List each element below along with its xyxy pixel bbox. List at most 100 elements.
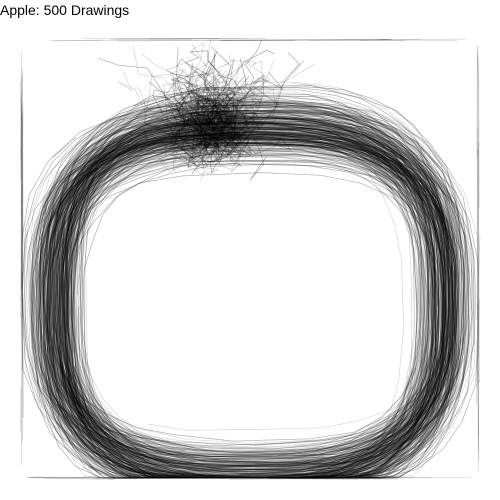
apple-sketch-edge (21, 146, 24, 318)
apple-sketch-outline (45, 123, 444, 475)
apple-sketch-outline (73, 131, 431, 464)
apple-sketch-outline (76, 116, 438, 461)
apple-sketch-stem (148, 81, 210, 147)
apple-sketch-stem (223, 124, 236, 133)
apple-sketch-stem (204, 131, 249, 145)
apple-sketch-outline (56, 139, 446, 467)
apple-sketch-stem (231, 113, 260, 136)
apple-sketch-outline (62, 141, 446, 479)
apple-sketch-outline (69, 151, 426, 479)
apple-sketch-stem (223, 119, 247, 148)
apple-sketch-outline (52, 91, 447, 465)
apple-sketch-stem (219, 85, 264, 114)
apple-sketch-stem (195, 95, 213, 132)
apple-sketch-outline (64, 117, 465, 476)
apple-sketch-outline (61, 123, 444, 479)
apple-sketch-stem (201, 72, 249, 120)
apple-sketch-stem (143, 96, 184, 127)
apple-sketch-stem (174, 79, 207, 138)
apple-sketch-outline (48, 136, 424, 479)
apple-sketch-outline (46, 167, 434, 476)
apple-sketch-outline (53, 131, 443, 456)
apple-sketch-outline (35, 140, 434, 479)
apple-sketch-stem (150, 133, 207, 166)
apple-sketch-stem (231, 72, 283, 127)
apple-sketch-stem (241, 76, 271, 118)
apple-sketch-outline (67, 117, 458, 464)
apple-sketch-stem (225, 142, 246, 165)
apple-sketch-stem (222, 99, 237, 140)
apple-sketch-outline (61, 128, 466, 467)
apple-sketch-outline (64, 159, 459, 454)
apple-sketch-stem (243, 118, 258, 155)
apple-sketch-stem (202, 123, 233, 147)
apple-sketch-stem (203, 54, 239, 151)
apple-sketch-outline (72, 147, 440, 454)
apple-sketch-stem (205, 83, 226, 134)
apple-sketch-stem (176, 46, 206, 135)
apple-sketch-stem (202, 119, 221, 144)
apple-sketch-stem (193, 73, 241, 157)
apple-sketch-stem (175, 130, 188, 167)
apple-sketch-edge (229, 478, 317, 480)
apple-sketch-stem (210, 125, 240, 142)
apple-sketch-outline (43, 133, 398, 447)
apple-sketch-outline (79, 88, 436, 479)
apple-sketch-outline (37, 114, 450, 479)
apple-sketch-stem (196, 106, 226, 140)
apple-sketch-outline (65, 110, 440, 437)
apple-sketch-outline (71, 136, 459, 479)
apple-sketch-outline (57, 130, 446, 479)
apple-sketch-stem (211, 63, 232, 136)
apple-sketch-outline (90, 135, 456, 479)
apple-sketch-stem (157, 121, 197, 127)
apple-sketch-outline (64, 121, 448, 440)
apple-sketch-outline (38, 136, 431, 479)
apple-sketch-edge (477, 302, 480, 451)
apple-sketch-outline (39, 126, 453, 453)
apple-sketch-outline (51, 132, 455, 459)
apple-sketch-outline (50, 142, 398, 479)
apple-sketch-outline (37, 135, 470, 479)
apple-sketch-outline (32, 121, 429, 479)
apple-sketch-outline (83, 160, 436, 479)
apple-sketch-outline (57, 138, 442, 459)
apple-sketch-stem (193, 104, 241, 146)
apple-sketch-outline (47, 128, 434, 472)
apple-sketch-outline (29, 134, 450, 458)
apple-sketch-stem (206, 86, 255, 146)
apple-sketch-stem (178, 92, 223, 131)
apple-sketch-stem (208, 116, 228, 141)
apple-sketch-outline (58, 130, 454, 477)
apple-sketch-outline (65, 132, 433, 454)
apple-sketch-outline (41, 122, 455, 479)
apple-sketch-stem (169, 129, 196, 149)
apple-sketch-outline (79, 88, 436, 479)
apple-sketch-outline (71, 106, 430, 477)
apple-sketch-stem (241, 86, 280, 131)
apple-sketch-outline (100, 133, 443, 478)
apple-sketch-outline (41, 136, 473, 479)
apple-sketch-outline (32, 127, 479, 479)
apple-sketch-outline (40, 110, 467, 479)
apple-sketch-outline (29, 103, 466, 462)
apple-sketch-stem (188, 101, 234, 139)
apple-sketch-stem (214, 89, 244, 118)
apple-sketch-stem (172, 77, 187, 132)
apple-sketch-outline (56, 139, 444, 475)
apple-sketch-stem (202, 127, 243, 150)
apple-sketch-outline (31, 115, 436, 479)
apple-sketch-stem (172, 97, 211, 130)
apple-sketch-outline (42, 137, 445, 446)
apple-sketch-outline (76, 114, 433, 479)
apple-sketch-stem (191, 141, 214, 146)
apple-sketch-stem (195, 98, 215, 141)
apple-sketch-stem (204, 110, 233, 139)
apple-sketch-outline (58, 136, 444, 479)
apple-sketch-outline (60, 171, 418, 479)
apple-sketch-outline (33, 131, 440, 479)
apple-sketch-outline (35, 112, 453, 469)
apple-sketch-stem (210, 93, 256, 133)
apple-sketch-stem (205, 90, 235, 129)
apple-sketch-outline (57, 110, 475, 479)
